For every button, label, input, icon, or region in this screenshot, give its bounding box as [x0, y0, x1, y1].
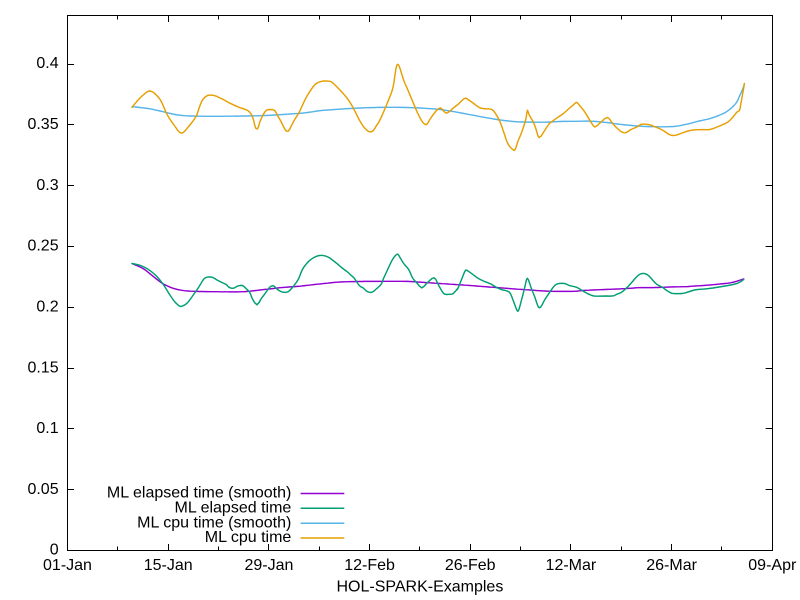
svg-text:01-Jan: 01-Jan	[43, 557, 92, 574]
svg-text:15-Jan: 15-Jan	[144, 557, 193, 574]
svg-text:ML cpu time (smooth): ML cpu time (smooth)	[137, 514, 291, 531]
svg-text:0.4: 0.4	[36, 55, 58, 72]
svg-text:0.25: 0.25	[27, 238, 58, 255]
svg-text:0.3: 0.3	[36, 177, 58, 194]
svg-text:HOL-SPARK-Examples: HOL-SPARK-Examples	[336, 579, 503, 596]
svg-text:ML elapsed time (smooth): ML elapsed time (smooth)	[107, 485, 291, 502]
svg-text:ML elapsed time: ML elapsed time	[175, 500, 292, 517]
svg-text:0: 0	[50, 542, 59, 559]
svg-text:ML cpu time: ML cpu time	[205, 529, 292, 546]
svg-text:26-Mar: 26-Mar	[646, 557, 697, 574]
svg-text:09-Apr: 09-Apr	[748, 557, 797, 574]
svg-text:29-Jan: 29-Jan	[244, 557, 293, 574]
svg-text:0.15: 0.15	[27, 359, 58, 376]
svg-text:0.35: 0.35	[27, 116, 58, 133]
svg-text:26-Feb: 26-Feb	[445, 557, 496, 574]
svg-text:12-Feb: 12-Feb	[344, 557, 395, 574]
svg-text:0.1: 0.1	[36, 420, 58, 437]
svg-text:12-Mar: 12-Mar	[546, 557, 597, 574]
svg-text:0.05: 0.05	[27, 481, 58, 498]
svg-text:0.2: 0.2	[36, 299, 58, 316]
